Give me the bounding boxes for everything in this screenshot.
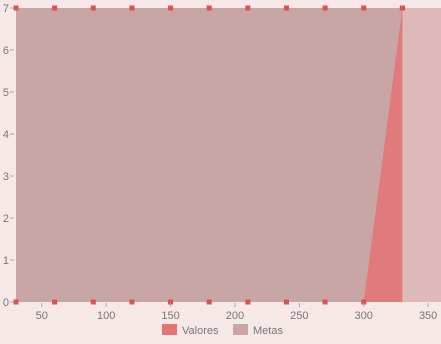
data-point-metas (168, 5, 174, 11)
y-tick-label: 6 (3, 45, 9, 57)
data-point-metas (52, 5, 58, 11)
data-point-valores (168, 299, 174, 305)
x-tick-label: 350 (419, 310, 437, 322)
data-point-valores (52, 299, 58, 305)
x-tick-label: 50 (36, 310, 48, 322)
data-point-valores (13, 299, 19, 305)
y-tick-label: 3 (3, 171, 9, 183)
x-tick-label: 300 (355, 310, 373, 322)
data-point-metas (361, 5, 367, 11)
series-area-metas (16, 8, 403, 302)
data-point-valores (361, 299, 367, 305)
legend-label-valores: Valores (182, 325, 219, 337)
data-point-metas (90, 5, 96, 11)
data-point-metas (129, 5, 135, 11)
data-point-valores (283, 299, 289, 305)
y-tick-label: 4 (3, 129, 9, 141)
data-point-valores (90, 299, 96, 305)
data-point-metas (206, 5, 212, 11)
legend-label-metas: Metas (253, 325, 283, 337)
x-tick-label: 150 (161, 310, 179, 322)
data-point-valores (206, 299, 212, 305)
data-point-metas (322, 5, 328, 11)
legend-swatch-metas (233, 324, 248, 335)
data-point-valores (129, 299, 135, 305)
data-point-metas (13, 5, 19, 11)
x-tick-label: 200 (226, 310, 244, 322)
y-tick-label: 0 (3, 297, 9, 309)
x-tick-label: 100 (97, 310, 115, 322)
legend-swatch-valores (162, 324, 177, 335)
data-point-metas (283, 5, 289, 11)
x-tick-label: 250 (290, 310, 308, 322)
y-tick-label: 5 (3, 87, 9, 99)
data-point-metas (245, 5, 251, 11)
data-point-valores (245, 299, 251, 305)
data-point-valores (322, 299, 328, 305)
y-tick-label: 1 (3, 255, 9, 267)
data-point-metas (399, 5, 405, 11)
y-tick-label: 2 (3, 213, 9, 225)
y-tick-label: 7 (3, 3, 9, 15)
